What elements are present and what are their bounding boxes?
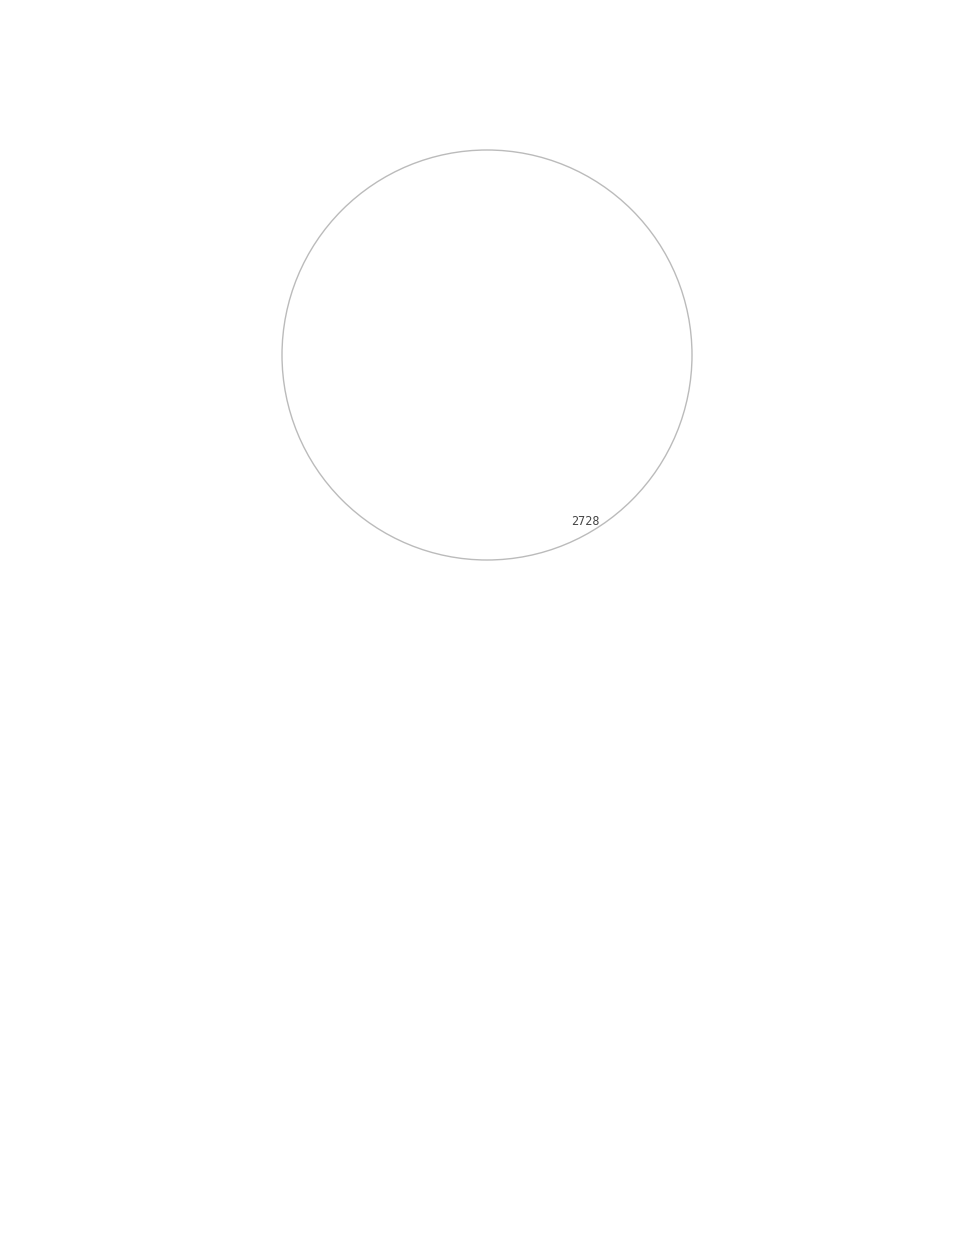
Circle shape xyxy=(477,524,501,548)
Circle shape xyxy=(282,149,691,559)
Circle shape xyxy=(483,501,496,514)
FancyBboxPatch shape xyxy=(606,438,618,456)
Text: Chapter 5, “Installing the AT-SBx31CFC Card and Ethernet Line: Chapter 5, “Installing the AT-SBx31CFC C… xyxy=(268,842,773,857)
Circle shape xyxy=(483,474,496,487)
FancyBboxPatch shape xyxy=(285,287,575,305)
Circle shape xyxy=(671,466,678,471)
Circle shape xyxy=(651,513,658,519)
FancyBboxPatch shape xyxy=(606,494,618,513)
FancyBboxPatch shape xyxy=(606,354,618,372)
Circle shape xyxy=(633,429,637,432)
Circle shape xyxy=(633,338,637,342)
Circle shape xyxy=(661,433,667,438)
Text: procedure.: procedure. xyxy=(268,781,355,795)
Text: Figure 69. Locking the Handle on the AT-SBxPWRSYS1 Power Supply: Figure 69. Locking the Handle on the AT-… xyxy=(226,578,746,593)
Circle shape xyxy=(671,529,678,535)
Circle shape xyxy=(629,425,639,435)
Text: Cards” on page 115.: Cards” on page 115. xyxy=(268,864,434,879)
Circle shape xyxy=(633,473,637,477)
Circle shape xyxy=(661,529,667,535)
Text: SwitchBlade x3106 Installation Guide: SwitchBlade x3106 Installation Guide xyxy=(672,43,867,53)
Text: Do not tighten the handle locking screw yet. You may need to: Do not tighten the handle locking screw … xyxy=(310,648,782,663)
FancyBboxPatch shape xyxy=(606,382,618,400)
Circle shape xyxy=(661,480,667,487)
FancyBboxPatch shape xyxy=(606,214,618,232)
Text: SBxPWRSYS1 DC System Power Supply” on page 167.: SBxPWRSYS1 DC System Power Supply” on pa… xyxy=(310,972,723,987)
Circle shape xyxy=(651,529,658,535)
Circle shape xyxy=(671,561,678,567)
FancyBboxPatch shape xyxy=(606,326,618,345)
FancyBboxPatch shape xyxy=(294,380,345,445)
Circle shape xyxy=(604,557,610,563)
Text: 9.: 9. xyxy=(233,820,248,835)
Text: To install a second AT-SBxPWRSYS1 DC Power Supply, repeat this: To install a second AT-SBxPWRSYS1 DC Pow… xyxy=(268,758,790,773)
FancyBboxPatch shape xyxy=(606,298,618,316)
FancyBboxPatch shape xyxy=(283,335,537,466)
Circle shape xyxy=(661,496,667,503)
Text: Note: Note xyxy=(310,914,353,929)
FancyBboxPatch shape xyxy=(579,182,700,550)
Text: the positive and negative wires in “Powering On the AT-: the positive and negative wires in “Powe… xyxy=(310,684,735,699)
Circle shape xyxy=(661,417,667,424)
FancyBboxPatch shape xyxy=(550,585,575,615)
Circle shape xyxy=(477,496,501,520)
Circle shape xyxy=(661,450,667,454)
Circle shape xyxy=(671,496,678,503)
FancyBboxPatch shape xyxy=(290,293,312,308)
Circle shape xyxy=(629,245,639,254)
Circle shape xyxy=(629,380,639,390)
FancyBboxPatch shape xyxy=(599,0,669,180)
Circle shape xyxy=(661,466,667,471)
Text: 7.: 7. xyxy=(233,95,248,110)
Circle shape xyxy=(651,466,658,471)
FancyBboxPatch shape xyxy=(260,235,589,435)
FancyBboxPatch shape xyxy=(350,380,399,445)
Circle shape xyxy=(424,420,444,440)
Circle shape xyxy=(477,468,501,492)
Text: After installing the AT-SBxPWRSYS1 DC Power Supplies, go to: After installing the AT-SBxPWRSYS1 DC Po… xyxy=(268,820,759,835)
Text: 2728: 2728 xyxy=(571,515,599,527)
Circle shape xyxy=(661,545,667,551)
Circle shape xyxy=(651,417,658,424)
Circle shape xyxy=(629,290,639,300)
FancyBboxPatch shape xyxy=(601,557,619,576)
FancyBboxPatch shape xyxy=(280,40,579,170)
Text: slightly lift the handle to move the plastic guard panel when you wire: slightly lift the handle to move the pla… xyxy=(310,666,841,680)
Circle shape xyxy=(671,433,678,438)
Circle shape xyxy=(633,517,637,522)
FancyBboxPatch shape xyxy=(647,225,687,405)
FancyBboxPatch shape xyxy=(290,370,470,454)
Circle shape xyxy=(629,515,639,525)
Text: 8.: 8. xyxy=(233,758,248,773)
Polygon shape xyxy=(293,308,301,317)
Circle shape xyxy=(629,335,639,345)
FancyBboxPatch shape xyxy=(539,585,575,645)
Text: 113: 113 xyxy=(841,1188,867,1202)
Circle shape xyxy=(671,513,678,519)
Text: Retain the five wire ring lugs that come with the power supply. You: Retain the five wire ring lugs that come… xyxy=(310,936,821,951)
Circle shape xyxy=(671,480,678,487)
Circle shape xyxy=(651,480,658,487)
FancyBboxPatch shape xyxy=(606,410,618,429)
Circle shape xyxy=(651,433,658,438)
Circle shape xyxy=(629,200,639,210)
FancyBboxPatch shape xyxy=(405,380,455,445)
Circle shape xyxy=(651,450,658,454)
FancyBboxPatch shape xyxy=(606,186,618,204)
Circle shape xyxy=(651,545,658,551)
Text: module in the slot, as shown in Figure 69.: module in the slot, as shown in Figure 6… xyxy=(268,117,603,132)
Circle shape xyxy=(629,471,639,480)
Circle shape xyxy=(483,530,496,542)
Circle shape xyxy=(661,513,667,519)
Circle shape xyxy=(633,248,637,252)
FancyBboxPatch shape xyxy=(606,270,618,288)
Text: use them to wire the power supply in “Powering On the AT-: use them to wire the power supply in “Po… xyxy=(310,953,761,969)
Text: Lower the locking handle of the power supply module to secure the: Lower the locking handle of the power su… xyxy=(268,95,811,110)
Circle shape xyxy=(661,561,667,567)
Circle shape xyxy=(633,383,637,387)
Circle shape xyxy=(671,545,678,551)
FancyBboxPatch shape xyxy=(260,459,539,559)
Text: SBxPWRSYS1 DC System Power Supply” on page 167.: SBxPWRSYS1 DC System Power Supply” on pa… xyxy=(310,701,723,718)
Circle shape xyxy=(651,561,658,567)
